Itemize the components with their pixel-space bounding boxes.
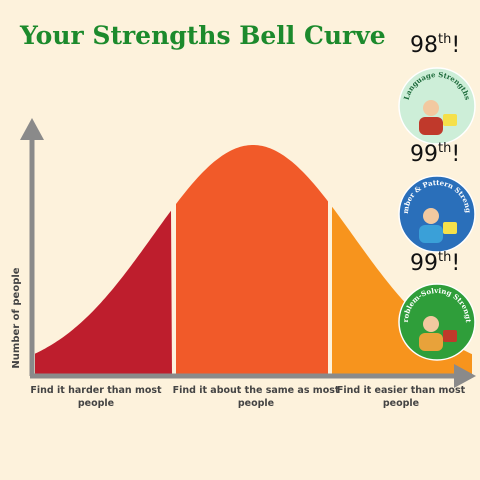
x-arrow bbox=[454, 364, 476, 388]
rank-number: 98 bbox=[410, 33, 438, 58]
region-label: Find it harder than most bbox=[30, 385, 162, 396]
figure-head bbox=[423, 208, 439, 224]
region-labels: Find it harder than most people Find it ab… bbox=[30, 385, 465, 409]
figure-prop bbox=[443, 222, 457, 234]
rank-mark: ! bbox=[451, 142, 460, 167]
figure-body bbox=[419, 225, 443, 243]
rank-suffix: th bbox=[438, 141, 451, 156]
rank-suffix: th bbox=[438, 250, 451, 265]
rank-text: 99th! bbox=[410, 250, 460, 276]
region-label: people bbox=[383, 398, 419, 409]
figure-head bbox=[423, 316, 439, 332]
rank-text: 99th! bbox=[410, 141, 460, 167]
rank-text: 98th! bbox=[410, 32, 460, 58]
curve-region bbox=[35, 210, 172, 375]
figure-head bbox=[423, 100, 439, 116]
figure-body bbox=[419, 117, 443, 135]
region-label: people bbox=[78, 398, 114, 409]
curve-region bbox=[176, 145, 328, 375]
figure-prop bbox=[443, 114, 457, 126]
figure-body bbox=[419, 333, 443, 351]
rank-mark: ! bbox=[451, 251, 460, 276]
figure-prop bbox=[443, 330, 457, 342]
rank-number: 99 bbox=[410, 251, 438, 276]
region-label: Find it easier than most bbox=[337, 385, 466, 396]
rank-mark: ! bbox=[451, 33, 460, 58]
title: Your Strengths Bell Curve bbox=[19, 21, 386, 50]
region-label: people bbox=[238, 398, 274, 409]
region-label: Find it about the same as most bbox=[173, 385, 340, 396]
y-axis-label: Number of people bbox=[11, 267, 22, 368]
rank-number: 99 bbox=[410, 142, 438, 167]
y-arrow bbox=[20, 118, 44, 140]
rank-suffix: th bbox=[438, 32, 451, 47]
